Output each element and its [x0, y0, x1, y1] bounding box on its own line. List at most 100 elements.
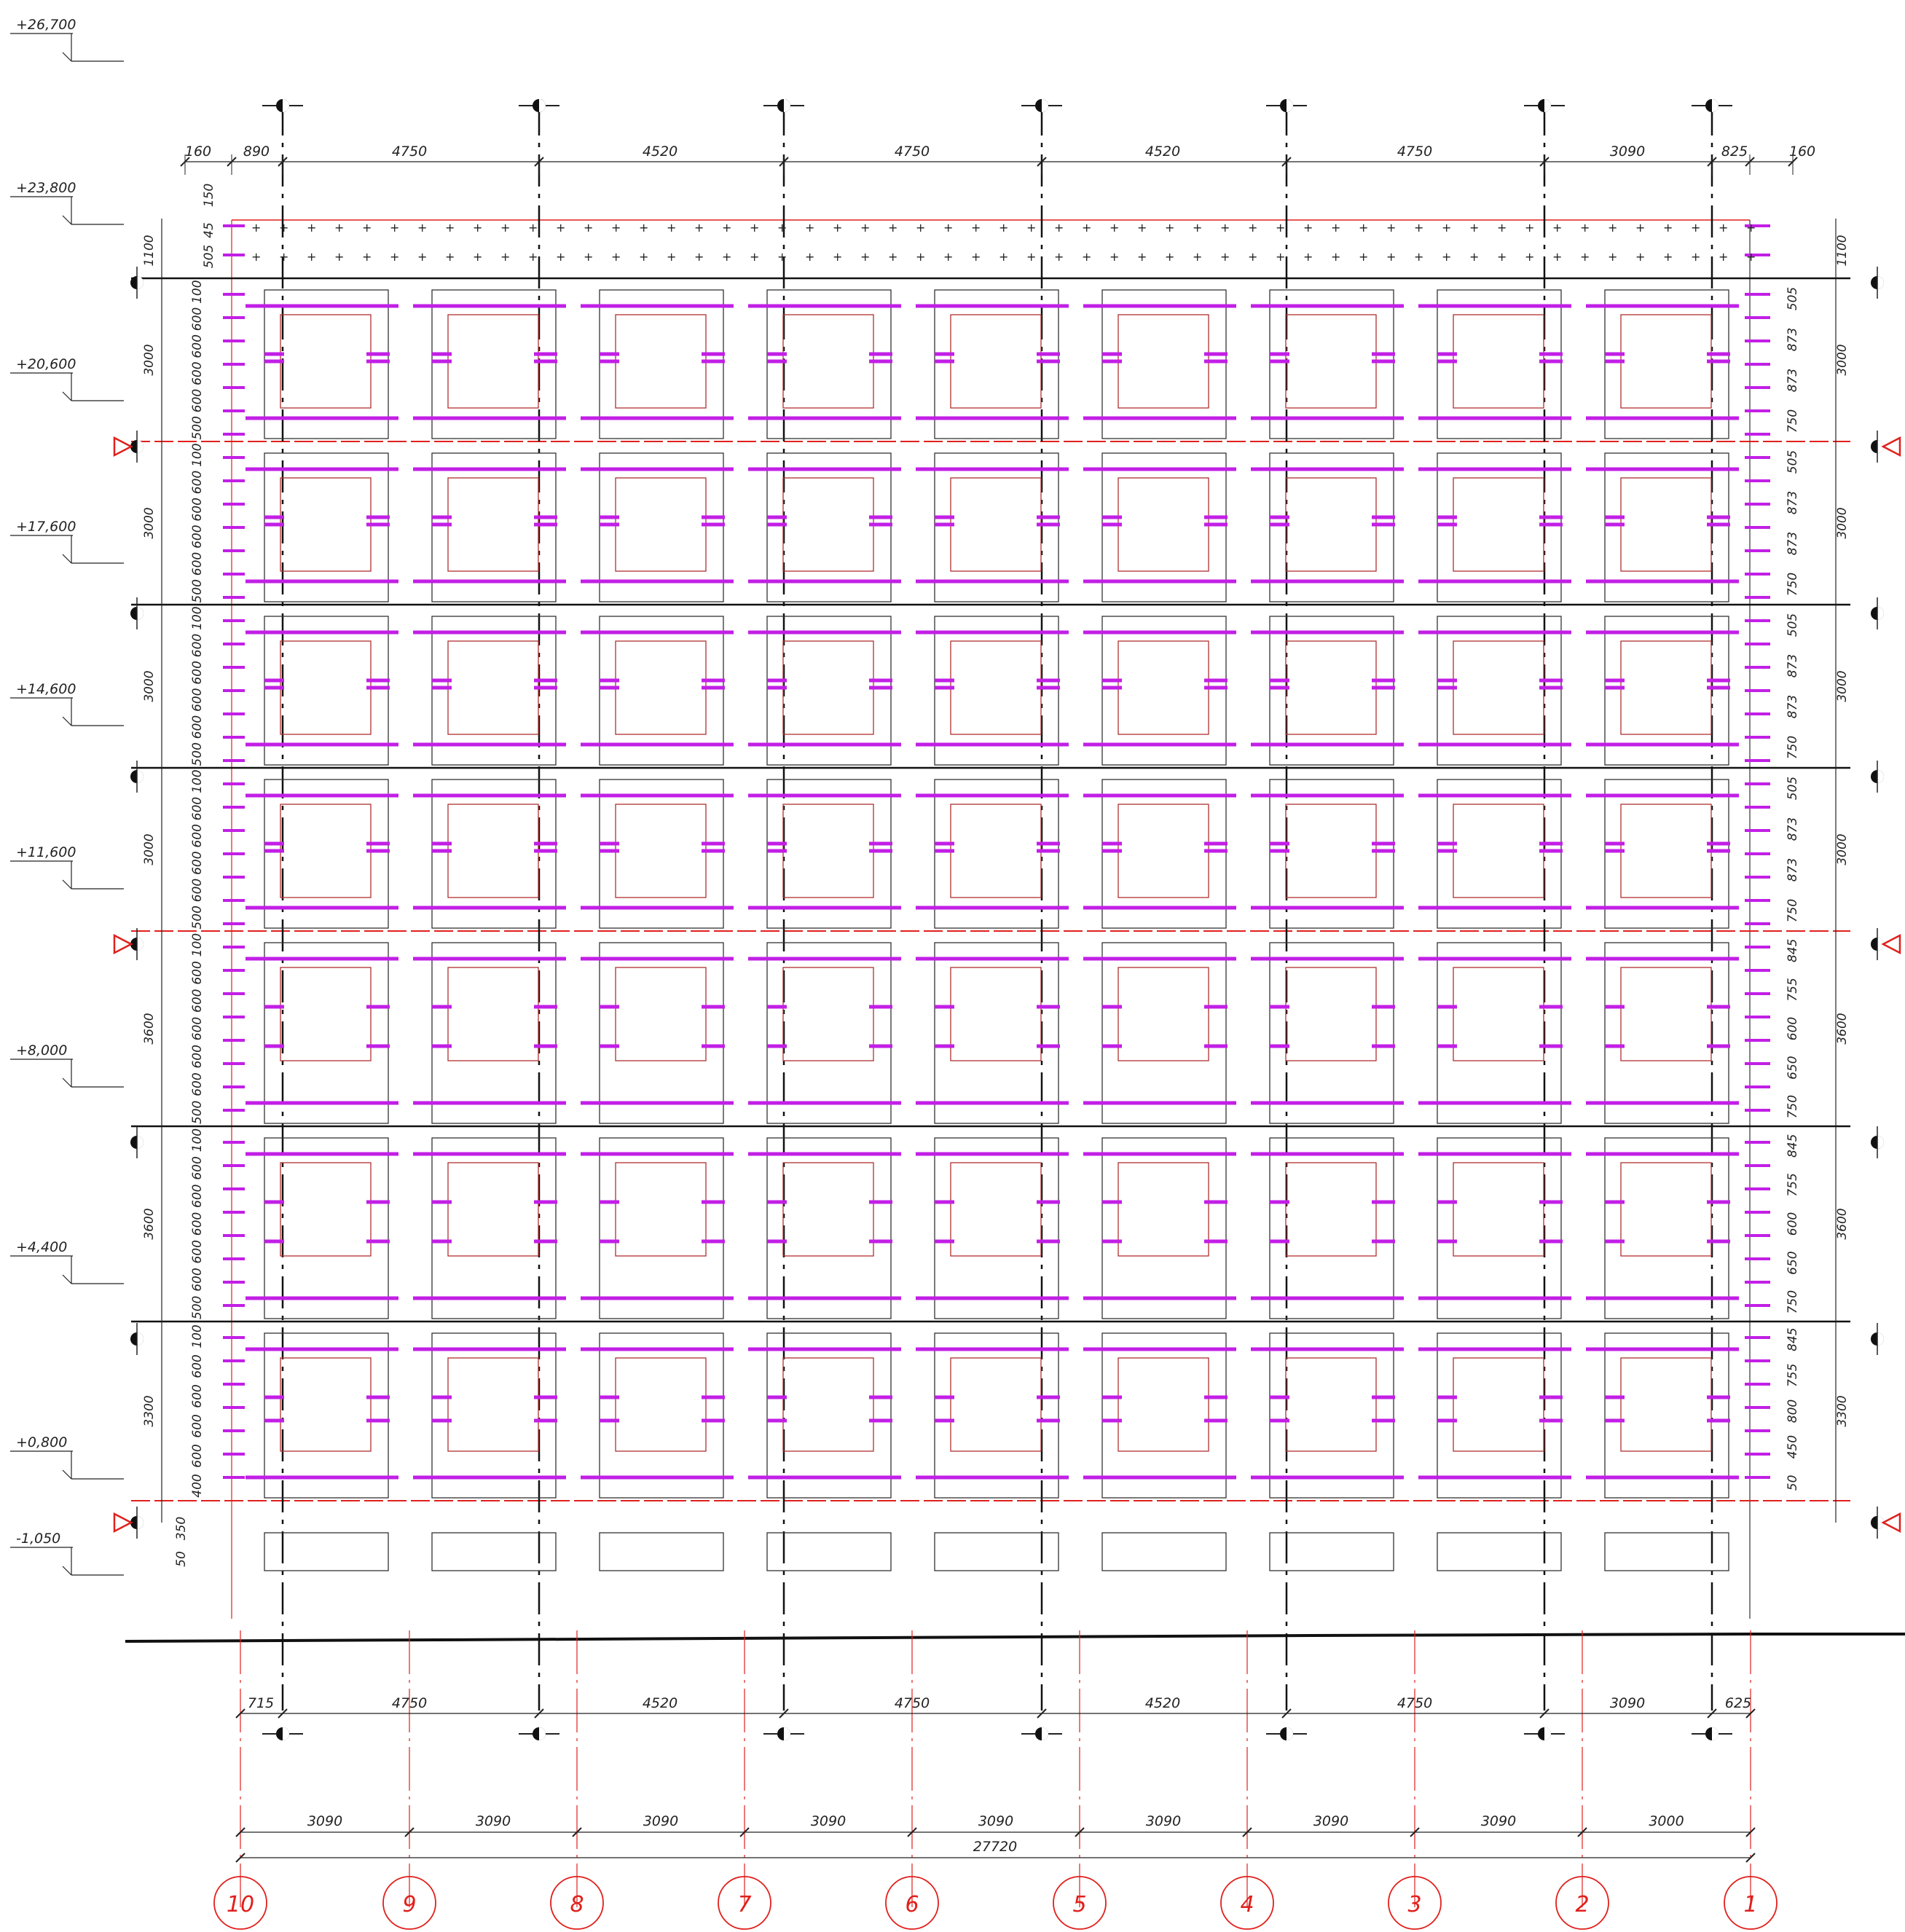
window-opening — [615, 640, 707, 735]
window-opening — [1285, 1357, 1377, 1452]
left-sub-dim: 600 — [190, 961, 205, 984]
axis-marker-half — [1544, 99, 1551, 112]
fastener: + — [1469, 250, 1479, 264]
axis-label: 3 — [1407, 1892, 1421, 1917]
left-sub-dim: 600 — [190, 1212, 205, 1236]
right-sub-dim: 600 — [1786, 1212, 1800, 1236]
panel — [1437, 452, 1562, 602]
right-sub-dim: 750 — [1786, 899, 1800, 922]
left-floor-height: 3000 — [142, 670, 157, 702]
fastener: + — [999, 221, 1008, 235]
fastener: + — [1137, 221, 1147, 235]
panel — [934, 1332, 1059, 1499]
panel — [1604, 942, 1729, 1124]
dim-tick — [235, 1853, 246, 1863]
left-sub-dim: 100 — [190, 606, 205, 629]
grid-spacing-label: 3090 — [643, 1813, 678, 1829]
section-flag — [1881, 933, 1901, 955]
side-marker-half — [1877, 1516, 1884, 1529]
level-label: -1,050 — [16, 1531, 60, 1547]
fastener: + — [473, 250, 482, 264]
left-floor-height: 3300 — [142, 1395, 157, 1426]
panel — [1269, 779, 1394, 929]
side-marker-half — [137, 938, 144, 951]
panel — [599, 1332, 724, 1499]
level-label: +23,800 — [16, 180, 76, 196]
left-floor-height: 1100 — [142, 235, 157, 266]
plinth-panel — [1269, 1532, 1394, 1571]
level-arrow — [62, 52, 72, 62]
top-dim-label: 825 — [1721, 144, 1748, 160]
left-sub-dim: 600 — [190, 797, 205, 820]
bottom-dim-label: 4520 — [643, 1695, 677, 1711]
dim-tick — [1707, 1708, 1717, 1719]
panel — [1604, 1137, 1729, 1319]
panel — [1437, 1137, 1562, 1319]
left-sub-dim: 100 — [190, 1324, 205, 1348]
fastener: + — [860, 221, 870, 235]
fastener: + — [1054, 221, 1064, 235]
fastener: + — [1276, 250, 1285, 264]
right-floor-height: 3600 — [1835, 1013, 1850, 1044]
right-sub-dim: 845 — [1786, 1327, 1800, 1351]
bottom-dim-label: 625 — [1725, 1695, 1751, 1711]
panel — [1269, 1332, 1394, 1499]
fastener: + — [1469, 221, 1479, 235]
left-floor-height: 3600 — [142, 1208, 157, 1239]
plinth-panel — [1604, 1532, 1729, 1571]
side-marker-half — [137, 1136, 144, 1149]
panel — [766, 452, 892, 602]
window-opening — [280, 804, 372, 898]
window-opening — [1285, 804, 1377, 898]
window-opening — [782, 477, 874, 572]
axis-marker-half — [784, 1727, 790, 1740]
axis-label: 8 — [570, 1892, 584, 1917]
dim-tick — [1577, 1827, 1587, 1837]
window-opening — [1453, 1357, 1544, 1452]
fastener: + — [528, 250, 538, 264]
left-sub-dim: 100 — [190, 443, 205, 466]
fastener: + — [1082, 221, 1091, 235]
fastener: + — [805, 250, 814, 264]
right-sub-dim: 873 — [1786, 654, 1800, 678]
left-sub-dim: 500 — [190, 579, 205, 602]
panel — [1269, 942, 1394, 1124]
window-opening — [280, 477, 372, 572]
fastener: + — [722, 221, 731, 235]
level-arrow — [62, 1274, 72, 1284]
fastener: + — [1525, 250, 1534, 264]
axis-label: 5 — [1072, 1892, 1086, 1917]
window-opening — [1620, 804, 1712, 898]
level-arrow — [62, 554, 72, 564]
right-sub-dim: 873 — [1786, 817, 1800, 841]
right-floor-height: 3000 — [1835, 344, 1850, 375]
axis-bubble — [1388, 1876, 1442, 1930]
fastener: + — [334, 221, 344, 235]
left-sub-dim: 600 — [190, 1240, 205, 1263]
panel — [599, 1137, 724, 1319]
fastener: + — [1552, 221, 1562, 235]
fastener: + — [805, 221, 814, 235]
left-sub-dim: 600 — [190, 824, 205, 847]
fastener: + — [1719, 250, 1728, 264]
window-opening — [447, 477, 539, 572]
fastener: + — [1026, 221, 1036, 235]
window-opening — [280, 640, 372, 735]
dim-tick — [1745, 1708, 1756, 1719]
panel — [1101, 289, 1227, 439]
dim-tick — [278, 1708, 288, 1719]
window-opening — [782, 1162, 874, 1257]
panel — [766, 616, 892, 766]
panel — [766, 1137, 892, 1319]
fastener: + — [445, 250, 455, 264]
level-label: +17,600 — [16, 519, 76, 535]
side-marker-half — [137, 607, 144, 620]
section-flag — [113, 1512, 133, 1534]
right-sub-dim: 750 — [1786, 409, 1800, 433]
right-sub-dim: 873 — [1786, 491, 1800, 514]
left-sub-dim: 600 — [190, 1017, 205, 1040]
window-opening — [1620, 1357, 1712, 1452]
dim-tick — [1242, 1827, 1252, 1837]
level-label: +11,600 — [16, 844, 76, 860]
top-dim-label: 4520 — [1145, 144, 1180, 160]
